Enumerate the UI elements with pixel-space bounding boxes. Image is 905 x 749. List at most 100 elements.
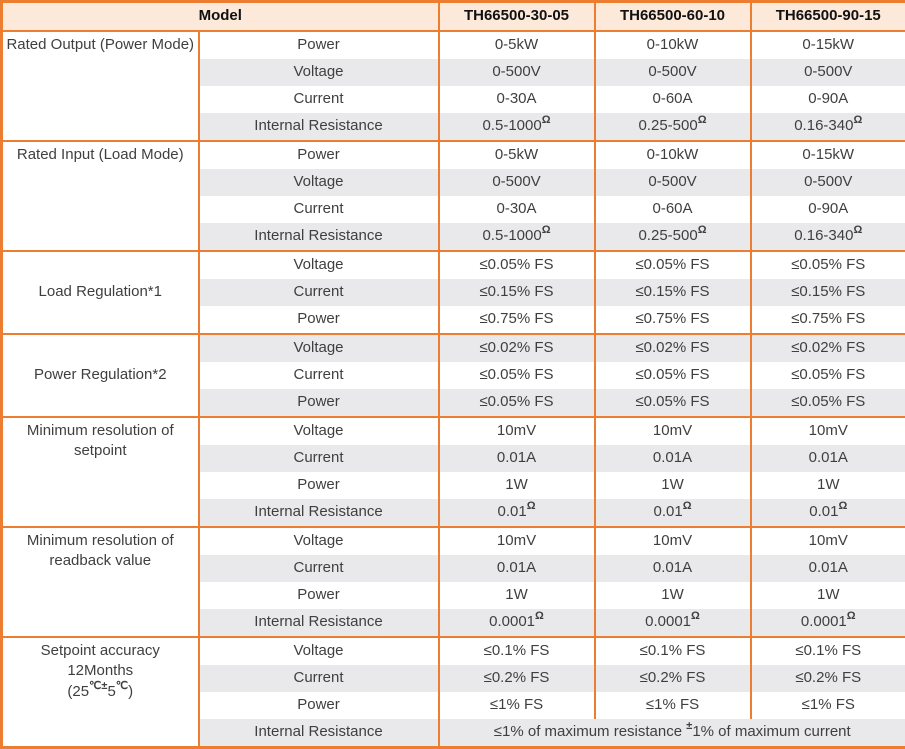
group-label: Power Regulation*2 [34,366,167,383]
ohm-superscript: Ω [853,114,862,126]
value-cell: ≤0.05% FS [439,362,595,389]
value-cell: ≤1% FS [751,692,905,719]
value-cell: ≤0.02% FS [439,334,595,362]
ohm-superscript: Ω [698,114,707,126]
group-label-cell: Minimum resolution of setpoint [2,417,199,527]
value-cell: 0-60A [595,196,751,223]
group-label-cell: Load Regulation*1 [2,251,199,334]
value-cell: ≤0.05% FS [751,389,905,417]
value-cell: ≤0.15% FS [439,279,595,306]
value-cell: 0.01A [595,445,751,472]
value-cell: ≤1% FS [439,692,595,719]
param-cell: Voltage [199,417,439,445]
value-cell: 0-60A [595,86,751,113]
value-cell: ≤0.05% FS [751,251,905,279]
param-cell: Power [199,31,439,59]
value-cell: 0.0001Ω [751,609,905,637]
param-cell: Voltage [199,169,439,196]
value-cell: 0-10kW [595,31,751,59]
value-cell: 0-5kW [439,141,595,169]
value-cell: 1W [751,472,905,499]
model-header-cell: Model [2,2,439,32]
value-cell: 0.01Ω [595,499,751,527]
table-row: Minimum resolution of readback value Vol… [2,527,905,555]
value-cell: 1W [595,472,751,499]
value-cell: 0-10kW [595,141,751,169]
value-cell: 1W [595,582,751,609]
group-label: Load Regulation*1 [39,283,162,300]
value-text: 0.0001 [801,613,847,630]
value-cell: ≤0.05% FS [439,251,595,279]
value-cell: 0.0001Ω [595,609,751,637]
table-row: Rated Input (Load Mode) Power 0-5kW 0-10… [2,141,905,169]
value-cell: 10mV [751,527,905,555]
value-cell: 0-5kW [439,31,595,59]
value-cell: ≤0.02% FS [751,334,905,362]
param-cell: Power [199,472,439,499]
group-label-cell: Setpoint accuracy 12Months (25℃±5℃) [2,637,199,748]
value-text: 0.25-500 [638,117,697,134]
value-cell: 0-500V [439,59,595,86]
value-cell: ≤0.15% FS [751,279,905,306]
group-label: Rated Input (Load Mode) [17,146,184,163]
value-cell: 0.5-1000Ω [439,113,595,141]
value-text: 0.01 [653,503,682,520]
value-cell: 1W [439,472,595,499]
param-cell: Current [199,362,439,389]
param-cell: Power [199,389,439,417]
param-cell: Current [199,86,439,113]
ohm-superscript: Ω [853,224,862,236]
value-text: 0.16-340 [794,117,853,134]
value-cell: ≤0.05% FS [595,251,751,279]
value-cell: 0-500V [751,59,905,86]
value-text: 0.0001 [489,613,535,630]
param-cell: Voltage [199,527,439,555]
param-cell: Internal Resistance [199,113,439,141]
param-cell: Power [199,141,439,169]
param-cell: Internal Resistance [199,609,439,637]
group-label: Setpoint accuracy 12Months [41,642,160,679]
value-cell: ≤0.75% FS [751,306,905,334]
value-cell: ≤0.1% FS [595,637,751,665]
group-label-line2: (25℃±5℃) [67,683,133,700]
ohm-superscript: Ω [542,114,551,126]
value-cell: ≤0.1% FS [439,637,595,665]
value-cell: ≤0.2% FS [751,665,905,692]
value-cell: 0.25-500Ω [595,223,751,251]
ohm-superscript: Ω [683,500,692,512]
ohm-superscript: Ω [691,610,700,622]
group-label: Rated Output (Power Mode) [6,36,194,53]
value-cell: 0.16-340Ω [751,223,905,251]
table-row: Minimum resolution of setpoint Voltage 1… [2,417,905,445]
value-cell: 0.01Ω [439,499,595,527]
value-cell: ≤0.75% FS [595,306,751,334]
ohm-superscript: Ω [527,500,536,512]
param-cell: Internal Resistance [199,223,439,251]
model-column-header: TH66500-30-05 [439,2,595,32]
value-text: 0.25-500 [638,227,697,244]
value-cell: 0.01A [751,445,905,472]
ohm-superscript: Ω [847,610,856,622]
value-cell: 0-500V [439,169,595,196]
table-row: Setpoint accuracy 12Months (25℃±5℃) Volt… [2,637,905,665]
value-cell: 0-15kW [751,31,905,59]
group-label: Minimum resolution of setpoint [27,422,174,459]
celsius-superscript: ℃ [116,680,128,692]
group-label: Minimum resolution of readback value [27,532,174,569]
value-cell: 0-500V [751,169,905,196]
param-cell: Voltage [199,251,439,279]
table-row: Power Regulation*2 Voltage ≤0.02% FS ≤0.… [2,334,905,362]
table-row: Rated Output (Power Mode) Power 0-5kW 0-… [2,31,905,59]
value-cell: 0.01Ω [751,499,905,527]
value-cell: ≤0.05% FS [595,389,751,417]
value-cell: 0.25-500Ω [595,113,751,141]
value-cell: 0.5-1000Ω [439,223,595,251]
value-cell: 10mV [439,527,595,555]
param-cell: Power [199,306,439,334]
value-text: 0.5-1000 [482,117,541,134]
plus-minus-superscript: ± [686,720,692,732]
value-cell: 1W [439,582,595,609]
value-cell: 0-90A [751,196,905,223]
param-cell: Current [199,279,439,306]
ohm-superscript: Ω [698,224,707,236]
